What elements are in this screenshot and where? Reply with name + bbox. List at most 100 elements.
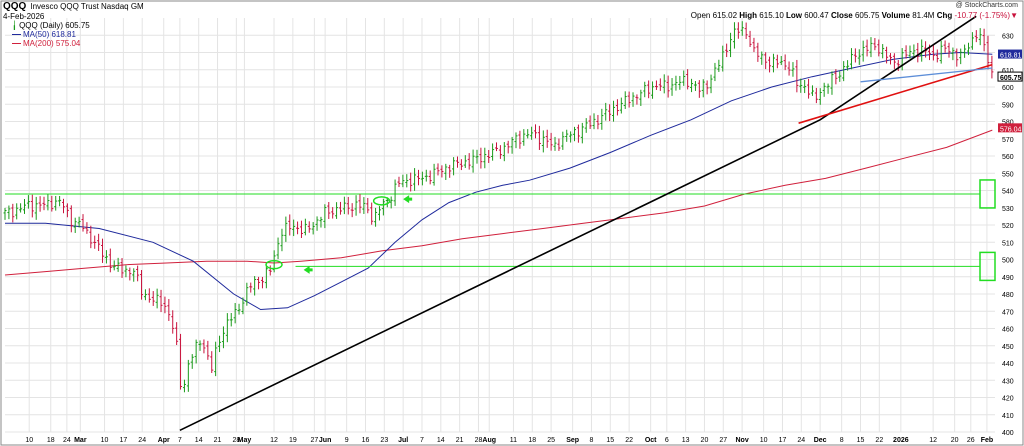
price-tag-box — [998, 123, 1022, 133]
legend-ma200: MA(200) 575.04 — [12, 39, 90, 48]
x-tick-label: 7 — [420, 437, 424, 444]
price-tag-box — [998, 49, 1022, 59]
y-tick-label: 470 — [1002, 309, 1014, 316]
x-tick-label: 16 — [362, 437, 370, 444]
x-tick-label: 25 — [547, 437, 555, 444]
blue-trend-line — [860, 67, 993, 83]
chart-date: 4-Feb-2026 — [3, 12, 45, 21]
x-tick-label: 22 — [875, 437, 883, 444]
x-tick-label: Oct — [645, 437, 657, 444]
x-tick-label: 24 — [63, 437, 71, 444]
ma50-path — [5, 51, 993, 311]
chg-value: -10.77 (-1.75%) — [954, 11, 1011, 20]
open-value: 615.02 — [712, 11, 738, 20]
x-tick-label: 19 — [289, 437, 297, 444]
x-tick-label: Dec — [814, 437, 827, 444]
y-tick-label: 430 — [1002, 378, 1014, 385]
x-tick-label: Jun — [319, 437, 331, 444]
x-tick-label: 10 — [101, 437, 109, 444]
ticker-symbol: QQQ Invesco QQQ Trust Nasdaq GM — [3, 1, 144, 12]
x-tick-label: 2026 — [893, 437, 909, 444]
x-tick-label: 27 — [310, 437, 318, 444]
high-label: High — [739, 11, 758, 20]
y-tick-label: 560 — [1002, 154, 1014, 161]
y-tick-label: 600 — [1002, 85, 1014, 92]
y-tick-label: 480 — [1002, 292, 1014, 299]
x-tick-label: 10 — [760, 437, 768, 444]
x-tick-label: Sep — [566, 437, 579, 444]
x-tick-label: 23 — [380, 437, 388, 444]
x-tick-label: 15 — [606, 437, 614, 444]
x-tick-label: 20 — [701, 437, 709, 444]
black-trend-line — [179, 15, 977, 432]
y-tick-label: 590 — [1002, 102, 1014, 109]
x-tick-label: 14 — [437, 437, 445, 444]
x-tick-label: 8 — [590, 437, 594, 444]
security-name: Invesco QQQ Trust Nasdaq GM — [30, 2, 144, 11]
x-tick-label: 17 — [779, 437, 787, 444]
ohlc-stats: Open 615.02 High 615.10 Low 600.47 Close… — [691, 11, 1018, 20]
annotations — [265, 179, 996, 282]
high-value: 615.10 — [759, 11, 784, 20]
y-tick-label: 540 — [1002, 189, 1014, 196]
ohlc-bars — [3, 21, 994, 393]
y-tick-label: 570 — [1002, 137, 1014, 144]
x-tick-label: 21 — [214, 437, 222, 444]
x-tick-label: 18 — [528, 437, 536, 444]
y-tick-label: 530 — [1002, 206, 1014, 213]
y-tick-label: 510 — [1002, 240, 1014, 247]
y-tick-label: 410 — [1002, 413, 1014, 420]
highlight-ellipse — [372, 196, 391, 206]
x-tick-label: 28 — [232, 437, 240, 444]
x-tick-label: 12 — [270, 437, 278, 444]
ma200-line — [4, 129, 993, 276]
ma200-path — [4, 129, 993, 276]
y-tick-label: 610 — [1002, 68, 1014, 75]
y-tick-label: 420 — [1002, 396, 1014, 403]
x-tick-label: 7 — [178, 437, 182, 444]
y-tick-label: 580 — [1002, 120, 1014, 127]
y-tick-label: 450 — [1002, 344, 1014, 351]
green-arrow-icon — [303, 265, 313, 274]
y-tick-label: 520 — [1002, 223, 1014, 230]
y-tick-label: 550 — [1002, 171, 1014, 178]
low-value: 600.47 — [804, 11, 829, 20]
legend-ma50: MA(50) 618.81 — [12, 30, 90, 39]
x-tick-label: 11 — [510, 437, 517, 444]
y-tick-label: 500 — [1002, 258, 1014, 265]
chg-label: Chg — [936, 11, 953, 20]
copyright: @ StockCharts.com — [955, 2, 1018, 9]
y-tick-label: 490 — [1002, 275, 1014, 282]
y-tick-label: 400 — [1002, 430, 1014, 437]
volume-label: Volume — [881, 11, 910, 20]
highlight-box — [979, 251, 996, 282]
x-tick-label: 8 — [840, 437, 844, 444]
price-tag-label: 605.75 — [1000, 75, 1022, 82]
highlight-ellipse — [265, 259, 283, 270]
x-tick-label: Feb — [981, 437, 993, 444]
highlight-box — [979, 179, 996, 209]
x-tick-label: 20 — [951, 437, 959, 444]
y-tick-label: 440 — [1002, 361, 1014, 368]
x-tick-label: 15 — [857, 437, 865, 444]
x-tick-label: 22 — [625, 437, 633, 444]
price-tag-box — [997, 71, 1023, 82]
x-tick-label: Mar — [74, 437, 87, 444]
y-tick-label: 460 — [1002, 327, 1014, 334]
x-tick-label: 27 — [719, 437, 727, 444]
down-triangle-icon: ▼ — [1010, 11, 1018, 20]
bar-icon: ╽ — [12, 21, 17, 30]
x-tick-label: 21 — [456, 437, 464, 444]
volume-value: 81.4M — [912, 11, 935, 20]
x-tick-label: 10 — [25, 437, 33, 444]
price-tag-label: 618.81 — [1000, 53, 1022, 60]
y-axis: 400 410 420 430 440 450 460 470 480 490 500 510 520 5… — [997, 33, 1023, 437]
x-tick-label: 24 — [797, 437, 805, 444]
gridlines — [5, 18, 995, 433]
x-tick-label: May — [238, 437, 252, 444]
x-tick-label: 13 — [682, 437, 690, 444]
x-tick-label: 14 — [195, 437, 203, 444]
x-tick-label: Aug — [482, 437, 496, 444]
